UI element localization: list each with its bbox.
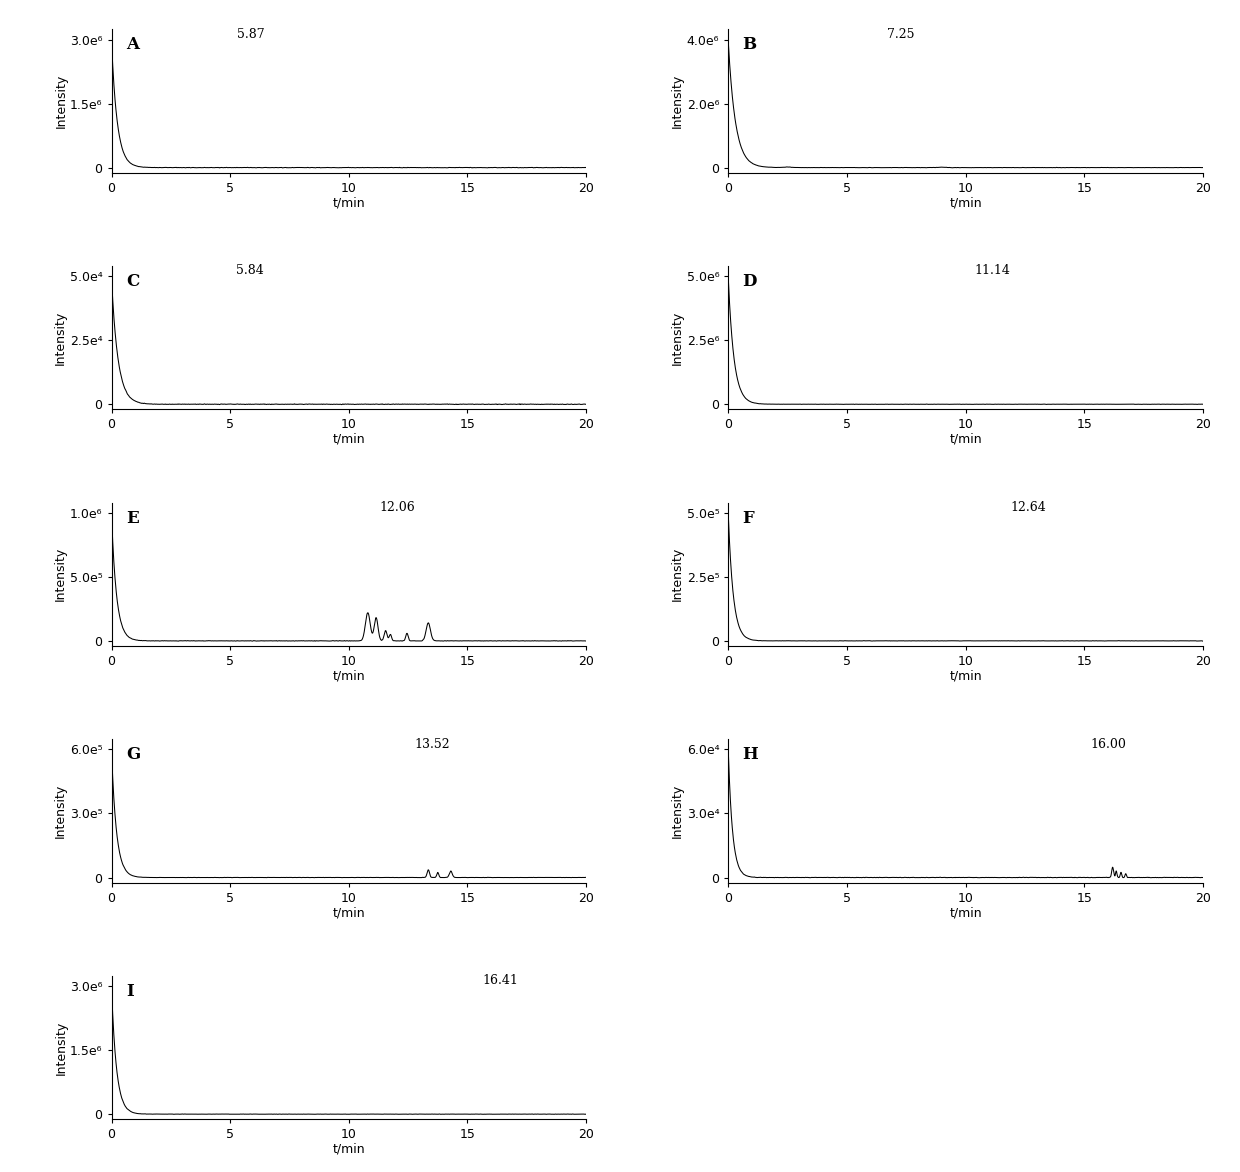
Text: G: G bbox=[125, 747, 140, 763]
Y-axis label: Intensity: Intensity bbox=[55, 784, 67, 838]
X-axis label: t/min: t/min bbox=[332, 669, 365, 682]
Text: 5.84: 5.84 bbox=[237, 265, 264, 278]
X-axis label: t/min: t/min bbox=[332, 906, 365, 919]
Text: 16.41: 16.41 bbox=[482, 974, 518, 987]
X-axis label: t/min: t/min bbox=[332, 196, 365, 209]
X-axis label: t/min: t/min bbox=[950, 432, 982, 445]
Y-axis label: Intensity: Intensity bbox=[671, 784, 684, 838]
Text: 7.25: 7.25 bbox=[887, 28, 914, 41]
X-axis label: t/min: t/min bbox=[332, 432, 365, 445]
X-axis label: t/min: t/min bbox=[950, 669, 982, 682]
Y-axis label: Intensity: Intensity bbox=[55, 311, 67, 364]
Y-axis label: Intensity: Intensity bbox=[671, 74, 684, 128]
Text: E: E bbox=[125, 510, 139, 526]
Text: 16.00: 16.00 bbox=[1090, 737, 1126, 751]
Y-axis label: Intensity: Intensity bbox=[55, 1021, 67, 1075]
Text: A: A bbox=[125, 36, 139, 54]
X-axis label: t/min: t/min bbox=[950, 196, 982, 209]
Text: C: C bbox=[125, 273, 139, 291]
Text: I: I bbox=[125, 983, 134, 1000]
Text: 5.87: 5.87 bbox=[237, 28, 264, 41]
Text: 12.06: 12.06 bbox=[379, 502, 415, 515]
Text: D: D bbox=[743, 273, 758, 291]
Text: 11.14: 11.14 bbox=[975, 265, 1011, 278]
Text: F: F bbox=[743, 510, 754, 526]
X-axis label: t/min: t/min bbox=[950, 906, 982, 919]
Y-axis label: Intensity: Intensity bbox=[55, 547, 67, 601]
Y-axis label: Intensity: Intensity bbox=[671, 311, 684, 364]
Text: H: H bbox=[743, 747, 759, 763]
Y-axis label: Intensity: Intensity bbox=[671, 547, 683, 601]
X-axis label: t/min: t/min bbox=[332, 1143, 365, 1156]
Y-axis label: Intensity: Intensity bbox=[55, 74, 67, 128]
Text: 13.52: 13.52 bbox=[414, 737, 450, 751]
Text: 12.64: 12.64 bbox=[1011, 502, 1047, 515]
Text: B: B bbox=[743, 36, 756, 54]
